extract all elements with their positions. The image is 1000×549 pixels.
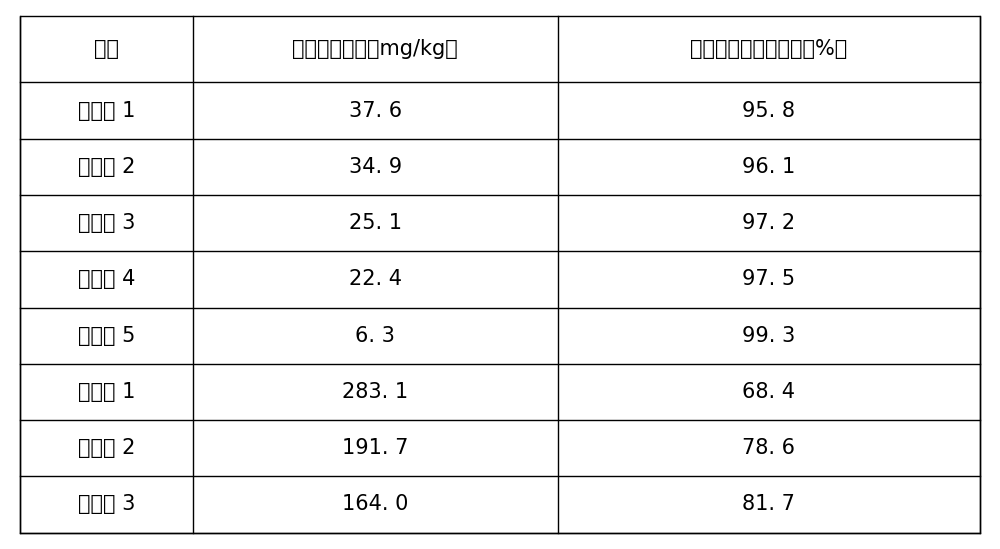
Text: 实施例 1: 实施例 1 xyxy=(78,100,135,121)
Text: 68. 4: 68. 4 xyxy=(742,382,795,402)
Text: 6. 3: 6. 3 xyxy=(355,326,395,346)
Text: 96. 1: 96. 1 xyxy=(742,157,795,177)
Text: 实施例 3: 实施例 3 xyxy=(78,213,135,233)
Text: 34. 9: 34. 9 xyxy=(349,157,402,177)
Text: 实施例 5: 实施例 5 xyxy=(78,326,135,346)
Text: 实施例 4: 实施例 4 xyxy=(78,270,135,289)
Text: 22. 4: 22. 4 xyxy=(349,270,402,289)
Text: 37. 6: 37. 6 xyxy=(349,100,402,121)
Text: 97. 2: 97. 2 xyxy=(742,213,795,233)
Text: 25. 1: 25. 1 xyxy=(349,213,402,233)
Text: 283. 1: 283. 1 xyxy=(342,382,408,402)
Text: 对比例 1: 对比例 1 xyxy=(78,382,135,402)
Text: 97. 5: 97. 5 xyxy=(742,270,795,289)
Text: 浸出镁的含量（mg/kg）: 浸出镁的含量（mg/kg） xyxy=(292,40,458,59)
Text: 191. 7: 191. 7 xyxy=(342,438,408,458)
Text: 99. 3: 99. 3 xyxy=(742,326,795,346)
Text: 78. 6: 78. 6 xyxy=(742,438,795,458)
Text: 81. 7: 81. 7 xyxy=(742,495,795,514)
Text: 对比例 2: 对比例 2 xyxy=(78,438,135,458)
Text: 实施例 2: 实施例 2 xyxy=(78,157,135,177)
Text: 项目: 项目 xyxy=(94,40,119,59)
Text: 95. 8: 95. 8 xyxy=(742,100,795,121)
Text: 164. 0: 164. 0 xyxy=(342,495,408,514)
Text: 浸出镁含量的下降率（%）: 浸出镁含量的下降率（%） xyxy=(690,40,847,59)
Text: 对比例 3: 对比例 3 xyxy=(78,495,135,514)
